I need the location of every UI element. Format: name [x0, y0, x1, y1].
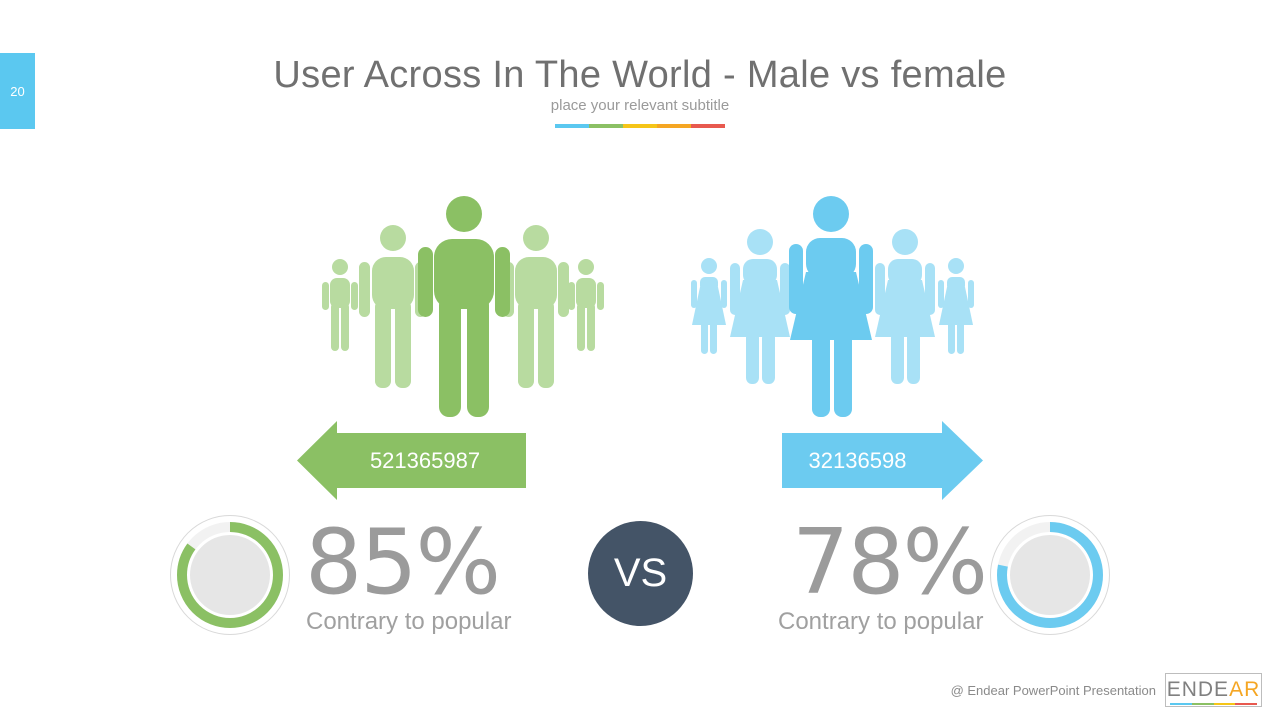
female-count: 32136598 [808, 447, 907, 473]
female-group-icon [691, 196, 974, 417]
male-group-icon [322, 196, 604, 417]
underline-segment [657, 124, 691, 128]
male-arrow-left [297, 421, 526, 500]
male-percent: 85% [305, 510, 501, 615]
vs-badge: VS [588, 521, 693, 626]
male-caption: Contrary to popular [306, 608, 512, 635]
title-underline [555, 124, 725, 128]
female-progress-arc [997, 522, 1103, 628]
underline-segment [623, 124, 657, 128]
female-arrow-right [782, 421, 983, 500]
male-progress-arc [177, 522, 283, 628]
female-progress-ring [990, 515, 1110, 635]
logo-accent-text: AR [1229, 678, 1261, 701]
male-progress-ring [170, 515, 290, 635]
logo-text: ENDE [1166, 678, 1230, 701]
endear-logo: ENDE AR [1165, 673, 1262, 707]
underline-segment [691, 124, 725, 128]
page-subtitle: place your relevant subtitle [550, 97, 730, 114]
underline-segment [589, 124, 623, 128]
male-count: 521365987 [369, 447, 481, 473]
page-title: User Across In The World - Male vs femal… [273, 54, 1007, 96]
underline-segment [555, 124, 589, 128]
page-number: 20 [0, 53, 35, 129]
logo-stripe [1170, 703, 1257, 705]
female-caption: Contrary to popular [778, 608, 984, 635]
footer-credit: @ Endear PowerPoint Presentation [950, 683, 1156, 698]
female-percent: 78% [792, 510, 988, 615]
